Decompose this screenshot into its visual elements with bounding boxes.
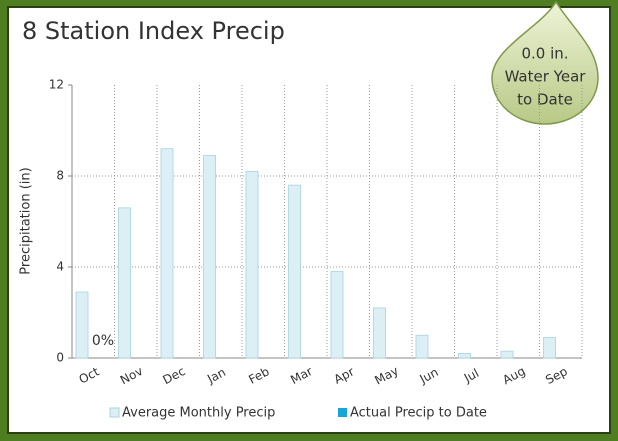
bar <box>118 207 131 359</box>
legend-label: Average Monthly Precip <box>122 406 275 421</box>
bar <box>543 337 556 359</box>
y-tick-label: 12 <box>49 78 64 92</box>
annotation: 0% <box>92 333 114 349</box>
bar <box>245 171 259 359</box>
y-axis-label: Precipitation (in) <box>19 167 34 274</box>
badge-text: 0.0 in. <box>521 45 568 63</box>
x-tick-label: Jul <box>461 366 481 386</box>
bar <box>373 307 386 359</box>
bar <box>458 353 471 359</box>
legend-swatch <box>338 408 347 417</box>
bar <box>288 184 301 359</box>
badge-text: to Date <box>517 91 573 109</box>
chart-title: 8 Station Index Precip <box>22 17 285 45</box>
badge-drop <box>491 0 599 125</box>
bar <box>75 291 89 359</box>
y-tick-label: 8 <box>56 169 64 183</box>
legend-label: Actual Precip to Date <box>350 406 487 421</box>
legend-swatch <box>109 407 120 418</box>
bar <box>500 350 514 359</box>
y-tick-label: 0 <box>56 351 64 365</box>
y-tick-label: 4 <box>56 260 64 274</box>
bar <box>160 148 174 359</box>
badge-text: Water Year <box>505 68 587 86</box>
bar <box>330 271 344 359</box>
bar <box>203 155 216 359</box>
bar <box>415 334 429 359</box>
